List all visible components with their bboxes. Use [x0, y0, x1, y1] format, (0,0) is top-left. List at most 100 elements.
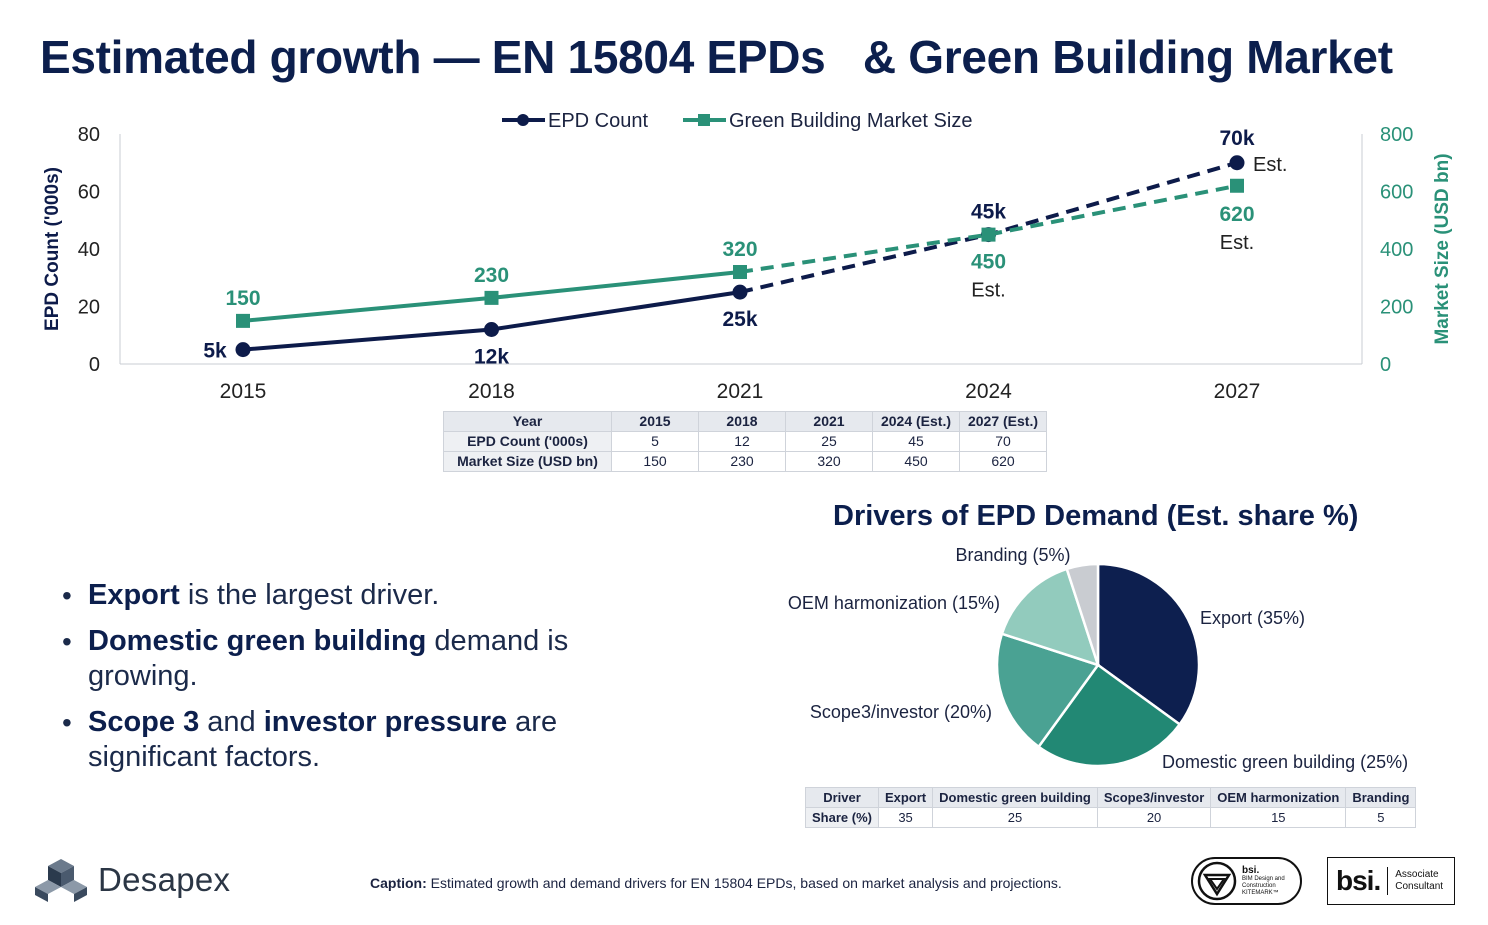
associate-text: Associate Consultant — [1395, 869, 1443, 893]
table-row: Market Size (USD bn) 150 230 320 450 620 — [443, 451, 1047, 472]
table-header-cell: 2018 — [698, 411, 786, 432]
x-tick-label: 2027 — [1214, 380, 1261, 403]
table-cell: 70 — [959, 431, 1047, 452]
desapex-logo: Desapex — [34, 857, 230, 903]
epd-data-label: 12k — [474, 346, 509, 369]
market-data-label: 620 — [1219, 203, 1254, 226]
kitemark-brand: bsi. — [1242, 864, 1260, 876]
table-cell: 35 — [877, 807, 934, 828]
bullet-text: is the largest driver. — [179, 579, 440, 611]
bullet-bold-text: Scope 3 — [88, 706, 200, 738]
bullet-bold-text: Export — [88, 579, 180, 611]
pie-slice — [1096, 562, 1201, 727]
bullet-item: Domestic green building demand is growin… — [62, 624, 622, 694]
epd-data-label: 5k — [203, 340, 227, 363]
logo-wordmark: Desapex — [98, 861, 231, 898]
table-header-cell: Scope3/investor — [1096, 787, 1212, 808]
caption-text: Estimated growth and demand drivers for … — [426, 875, 1062, 891]
table-cell: 45 — [872, 431, 960, 452]
page-title: Estimated growth — EN 15804 EPDs & Green… — [40, 31, 1393, 83]
table-cell: 5 — [611, 431, 699, 452]
table-header-cell: Driver — [805, 787, 879, 808]
table-row: Share (%) 35 25 20 15 5 — [805, 807, 1417, 828]
growth-data-table: Year 2015 2018 2021 2024 (Est.) 2027 (Es… — [443, 411, 1047, 472]
kitemark-text: bsi. BIM Design and Construction KITEMAR… — [1242, 864, 1285, 897]
table-header-row: Year 2015 2018 2021 2024 (Est.) 2027 (Es… — [443, 411, 1047, 432]
key-findings-list: Export is the largest driver. Domestic g… — [62, 578, 622, 786]
estimate-annotation: Est. — [1253, 154, 1287, 176]
legend-market-marker — [698, 114, 710, 126]
bsi-associate-badge: bsi. Associate Consultant — [1327, 857, 1455, 905]
epd-data-label: 25k — [722, 308, 757, 331]
pie-slice-label: OEM harmonization (15%) — [788, 593, 1000, 613]
bullet-item: Export is the largest driver. — [62, 578, 622, 613]
kitemark-heart-icon — [1197, 861, 1237, 901]
caption: Caption: Estimated growth and demand dri… — [370, 875, 1062, 891]
market-data-label: 450 — [971, 251, 1006, 274]
table-row-header: Share (%) — [805, 807, 879, 828]
table-header-cell: OEM harmonization — [1210, 787, 1347, 808]
table-header-cell: 2024 (Est.) — [872, 411, 960, 432]
x-tick-label: 2021 — [717, 380, 764, 403]
pie-slice — [995, 632, 1101, 749]
table-header-cell: 2021 — [785, 411, 873, 432]
associate-line: Consultant — [1395, 881, 1444, 892]
y-left-tick-label: 40 — [78, 239, 100, 261]
epd-data-point — [484, 322, 499, 337]
bsi-brand: bsi. — [1336, 865, 1381, 896]
pie-slice-label: Scope3/investor (20%) — [810, 702, 992, 722]
pie-slice-label: Export (35%) — [1200, 608, 1305, 628]
pie-slice — [1036, 663, 1182, 768]
epd-data-label: 45k — [971, 201, 1006, 224]
market-data-label: 320 — [722, 238, 757, 261]
pie-chart-title: Drivers of EPD Demand (Est. share %) — [833, 500, 1359, 532]
legend-epd-marker — [517, 114, 529, 126]
table-cell: 5 — [1345, 807, 1417, 828]
table-row: EPD Count ('000s) 5 12 25 45 70 — [443, 431, 1047, 452]
y-left-tick-label: 60 — [78, 182, 100, 204]
y-right-tick-label: 600 — [1380, 182, 1413, 204]
market-data-point — [733, 265, 747, 279]
y-left-axis-title: EPD Count ('000s) — [42, 167, 63, 331]
table-header-cell: Branding — [1345, 787, 1417, 808]
kitemark-line: KITEMARK™ — [1242, 889, 1279, 896]
market-data-point — [981, 227, 996, 242]
epd-data-point — [1229, 155, 1245, 171]
bullet-bold-text: Domestic green building — [88, 625, 427, 657]
bullet-bold-text: investor pressure — [263, 706, 508, 738]
legend-epd-label: EPD Count — [548, 110, 648, 132]
table-cell: 450 — [872, 451, 960, 472]
table-cell: 620 — [959, 451, 1047, 472]
bullet-item: Scope 3 and investor pressure are signif… — [62, 705, 622, 775]
badge-divider — [1387, 867, 1389, 895]
market-data-label: 150 — [225, 287, 260, 310]
pie-slice-label: Domestic green building (25%) — [1162, 752, 1408, 772]
y-right-tick-label: 400 — [1380, 239, 1413, 261]
drivers-pie-chart: Export (35%) Domestic green building (25%… — [788, 545, 1408, 772]
y-right-tick-label: 800 — [1380, 124, 1413, 146]
table-cell: 25 — [785, 431, 873, 452]
estimate-annotation: Est. — [971, 280, 1005, 302]
table-row-header: Market Size (USD bn) — [443, 451, 612, 472]
bsi-kitemark-badge: bsi. BIM Design and Construction KITEMAR… — [1191, 857, 1302, 905]
legend-market-label: Green Building Market Size — [729, 110, 972, 132]
table-header-cell: 2015 — [611, 411, 699, 432]
epd-data-label: 70k — [1219, 127, 1254, 150]
table-header-cell: 2027 (Est.) — [959, 411, 1047, 432]
y-right-tick-label: 200 — [1380, 297, 1413, 319]
associate-line: Associate — [1395, 869, 1439, 880]
table-header-cell: Domestic green building — [932, 787, 1098, 808]
x-tick-label: 2018 — [468, 380, 515, 403]
cube-logo-icon — [35, 859, 87, 902]
market-data-point — [236, 313, 250, 328]
y-left-tick-label: 80 — [78, 124, 100, 146]
caption-label: Caption: — [370, 875, 427, 891]
table-cell: 25 — [932, 807, 1098, 828]
kitemark-line: BIM Design and — [1242, 875, 1285, 882]
table-header-cell: Year — [443, 411, 612, 432]
table-cell: 150 — [611, 451, 699, 472]
y-left-tick-label: 20 — [78, 297, 100, 319]
drivers-data-table: Driver Export Domestic green building Sc… — [805, 787, 1417, 828]
table-cell: 12 — [698, 431, 786, 452]
